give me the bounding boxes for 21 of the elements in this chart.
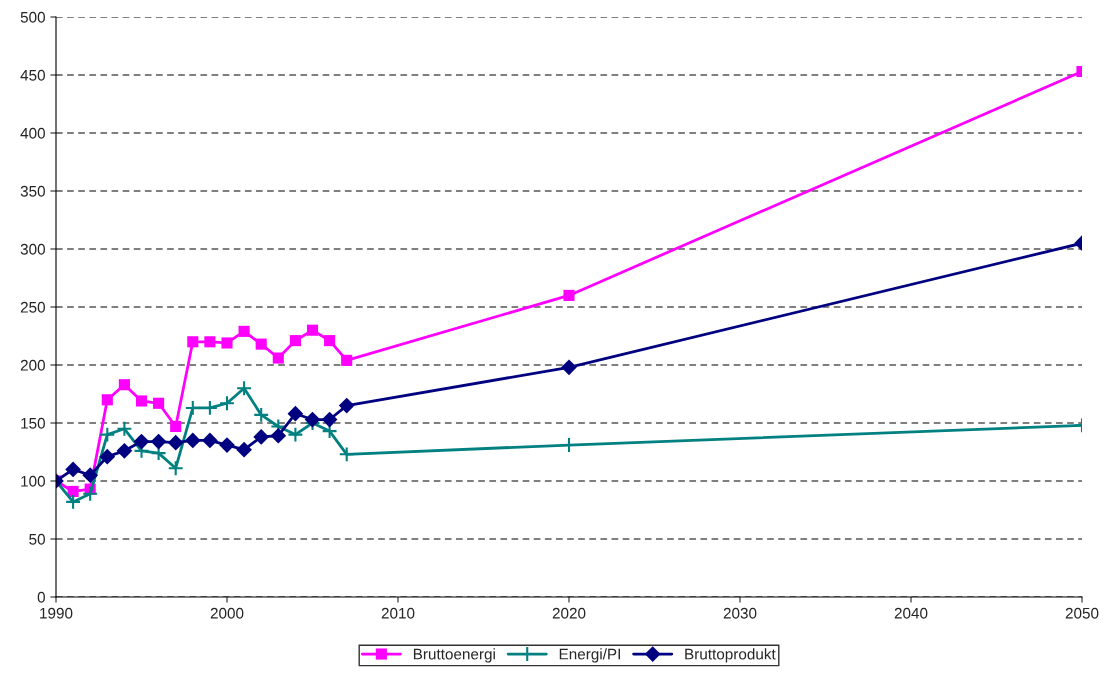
y-tick-label: 100 <box>21 475 45 487</box>
x-tick-label: 2010 <box>381 607 415 619</box>
x-tick-label: 2020 <box>552 607 586 619</box>
x-tick-label: 2040 <box>894 607 928 619</box>
x-tick-label: 2000 <box>210 607 244 619</box>
x-tick-label: 2030 <box>723 607 757 619</box>
y-tick-label: 0 <box>37 591 45 603</box>
y-tick-label: 200 <box>20 359 45 371</box>
y-tick-label: 400 <box>20 127 45 139</box>
legend-label: Bruttoprodukt <box>685 648 776 663</box>
legend-label: Energi/PI <box>559 648 620 663</box>
legend-label: Bruttoenergi <box>413 648 495 663</box>
y-tick-label: 450 <box>20 69 45 81</box>
x-tick-label: 1990 <box>40 607 73 619</box>
x-tick-label: 2050 <box>1065 607 1099 619</box>
y-tick-label: 350 <box>20 185 45 197</box>
y-tick-label: 250 <box>20 301 45 313</box>
y-tick-label: 50 <box>29 533 45 545</box>
y-tick-label: 150 <box>21 417 45 429</box>
y-tick-label: 500 <box>20 11 45 23</box>
y-tick-label: 300 <box>20 243 45 255</box>
